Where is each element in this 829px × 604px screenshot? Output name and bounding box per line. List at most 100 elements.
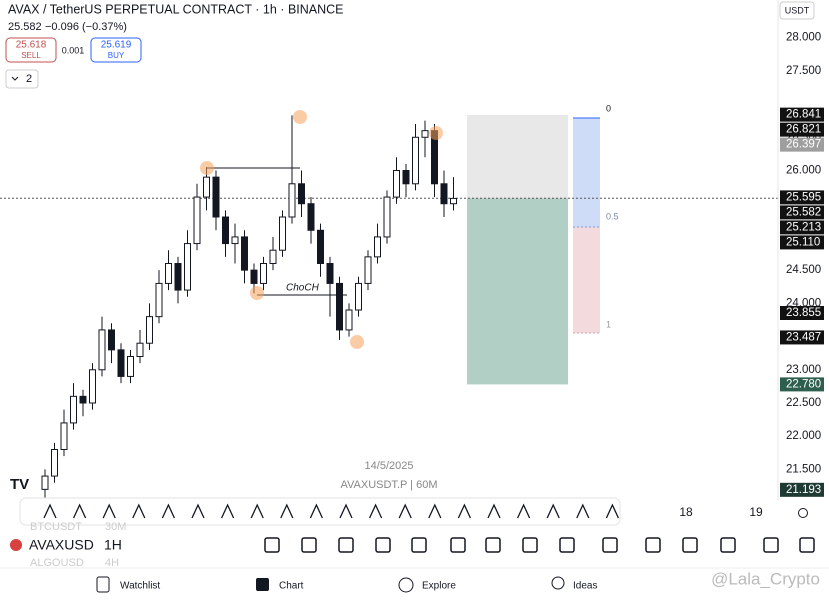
action-icon[interactable]	[375, 537, 391, 553]
ghost-symbol: ALGOUSD	[30, 557, 84, 569]
chart-icon[interactable]	[256, 578, 269, 591]
price-tag-label: 21.193	[786, 484, 821, 496]
currency-selector[interactable]	[779, 1, 815, 20]
tool-icon[interactable]	[517, 503, 531, 519]
bottom-symbol[interactable]: AVAXUSD	[29, 537, 94, 553]
indicator-toggle[interactable]	[5, 69, 39, 89]
action-icon[interactable]	[763, 537, 779, 553]
candle-body	[336, 282, 343, 331]
candle-body	[70, 395, 77, 424]
action-icon[interactable]	[799, 537, 815, 553]
price-tag-label: 22.780	[786, 378, 821, 390]
candle-body	[203, 176, 210, 198]
bottom-interval[interactable]: 1H	[104, 537, 122, 553]
y-tick-label: 24.500	[786, 264, 821, 276]
action-icon[interactable]	[645, 537, 661, 553]
candle-body	[412, 136, 419, 185]
candle-body	[374, 236, 381, 258]
watchlist-icon[interactable]	[96, 576, 110, 593]
candle-body	[89, 369, 96, 404]
candle-body	[345, 309, 353, 331]
price-tag-label: 26.397	[786, 139, 821, 151]
swing-marker	[350, 335, 364, 349]
tool-icon[interactable]	[546, 503, 560, 519]
tool-icon[interactable]	[191, 503, 205, 519]
action-icon[interactable]	[450, 537, 466, 553]
position-target	[467, 115, 568, 199]
candle-body	[231, 236, 239, 245]
tool-icon[interactable]	[369, 503, 383, 519]
action-icon[interactable]	[338, 537, 354, 553]
tool-icon[interactable]	[576, 503, 590, 519]
price-tag-label: 25.213	[786, 221, 821, 233]
price-tag	[780, 482, 824, 497]
explore-icon[interactable]	[398, 577, 414, 593]
sell-button[interactable]	[5, 37, 57, 63]
tool-icon[interactable]	[73, 503, 87, 519]
indicator-count: 2	[26, 73, 32, 85]
sell-price: 25.618	[16, 40, 47, 51]
tool-icon[interactable]	[605, 503, 619, 519]
action-icon[interactable]	[485, 537, 501, 553]
fib-upper	[573, 118, 600, 227]
candle-body	[250, 269, 258, 284]
action-icon[interactable]	[301, 537, 317, 553]
candle-body	[60, 422, 68, 450]
tool-icon[interactable]	[43, 503, 57, 519]
candle-body	[402, 170, 410, 185]
fib-label: 1	[606, 319, 611, 329]
ghost-interval: 4H	[105, 557, 119, 569]
tool-icon[interactable]	[161, 503, 175, 519]
tool-icon[interactable]	[457, 503, 471, 519]
action-icon[interactable]	[522, 537, 538, 553]
ideas-icon[interactable]	[551, 576, 565, 590]
tool-icon[interactable]	[280, 503, 294, 519]
plot: 0 0.5 1 ChoCH	[0, 103, 778, 503]
nav-item[interactable]: Explore	[422, 581, 456, 592]
candle-body	[165, 263, 172, 284]
nav-item[interactable]: Ideas	[573, 581, 597, 592]
tool-icon[interactable]	[398, 503, 412, 519]
action-icon[interactable]	[264, 537, 280, 553]
buy-price: 25.619	[101, 40, 132, 51]
candle-body	[269, 249, 277, 264]
action-icon[interactable]	[602, 537, 618, 553]
buy-button[interactable]	[90, 37, 142, 63]
credit-watermark: @Lala_Crypto	[711, 569, 820, 588]
tool-icon[interactable]	[339, 503, 353, 519]
nav-item[interactable]: Watchlist	[120, 581, 160, 592]
tool-icon[interactable]	[487, 503, 501, 519]
action-icon[interactable]	[559, 537, 575, 553]
nav-item[interactable]: Chart	[279, 581, 304, 592]
settings-icon[interactable]	[798, 508, 808, 518]
spread: 0.001	[62, 45, 85, 55]
tool-icon[interactable]	[132, 503, 146, 519]
tool-icon[interactable]	[309, 503, 323, 519]
action-icon[interactable]	[411, 537, 427, 553]
price-tag-label: 23.487	[786, 331, 821, 343]
price-tag-label: 26.841	[786, 109, 821, 121]
buy-label: BUY	[108, 51, 125, 60]
action-icon[interactable]	[720, 537, 736, 553]
tool-icons	[43, 503, 619, 519]
y-tick-label: 23.000	[786, 364, 821, 376]
date-label: 14/5/2025	[365, 460, 414, 472]
y-tick-label: 22.000	[786, 430, 821, 442]
y-tick-label: 28.000	[786, 32, 821, 44]
tool-icon[interactable]	[250, 503, 264, 519]
candle-body	[421, 130, 429, 138]
candle-body	[440, 183, 448, 205]
swing-marker	[429, 126, 443, 140]
symbol-title: AVAX / TetherUS PERPETUAL CONTRACT · 1h …	[8, 2, 344, 16]
action-icon[interactable]	[682, 537, 698, 553]
tool-icon[interactable]	[428, 503, 442, 519]
candle-body	[79, 395, 87, 404]
swing-marker	[293, 110, 307, 124]
y-tick-label: 21.500	[786, 463, 821, 475]
tool-icon[interactable]	[102, 503, 116, 519]
candle-body	[222, 216, 229, 245]
price-tag	[780, 122, 824, 137]
candle-body	[146, 316, 153, 344]
tool-icon[interactable]	[221, 503, 235, 519]
candle-body	[212, 176, 220, 218]
